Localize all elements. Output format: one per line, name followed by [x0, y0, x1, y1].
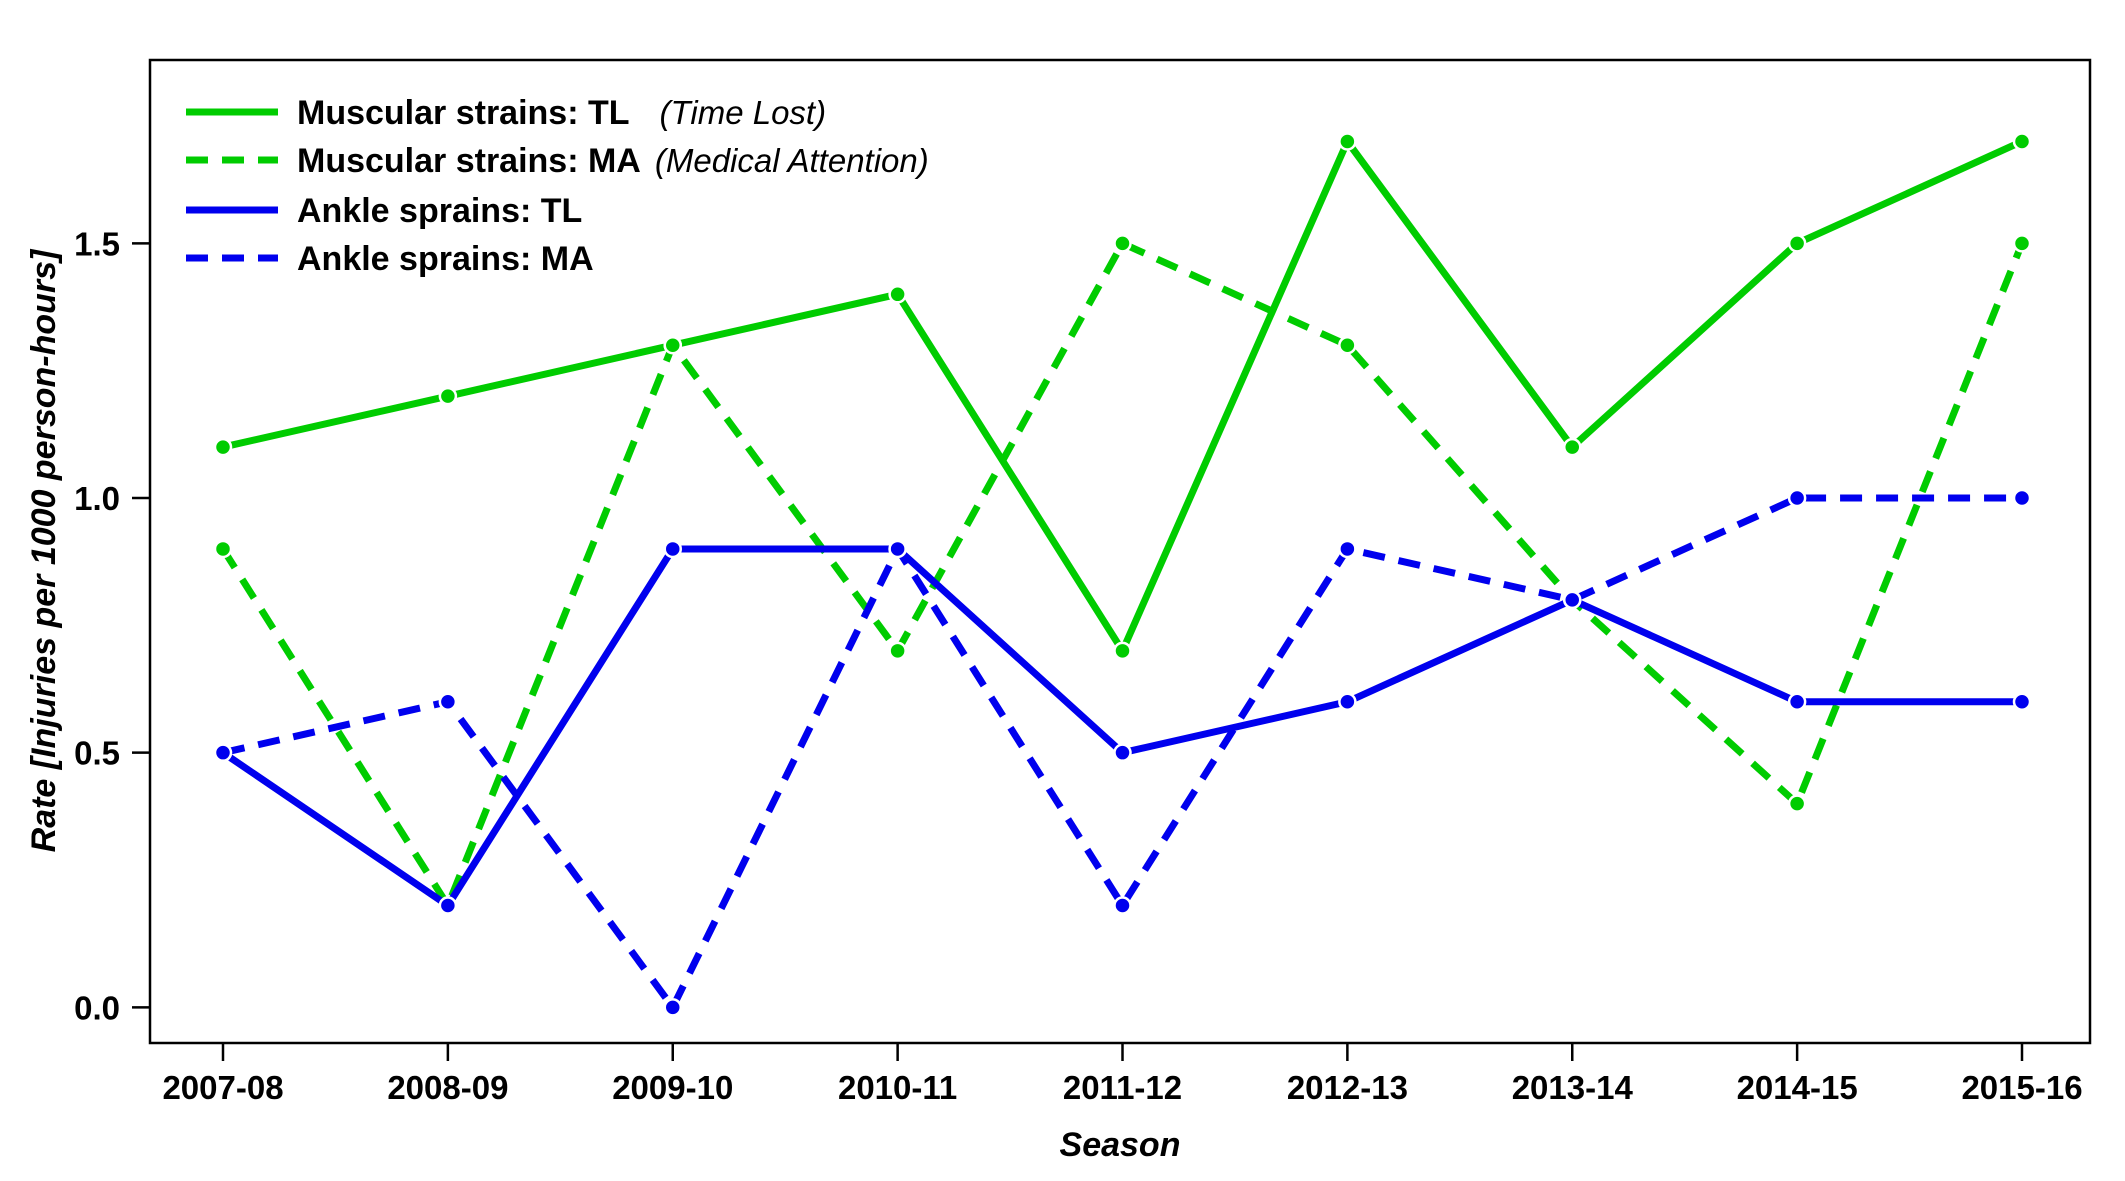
series-line [221, 545, 2022, 909]
data-point [213, 539, 233, 559]
x-tick-label: 2015-16 [1961, 1069, 2082, 1106]
x-tick-label: 2010-11 [838, 1069, 957, 1106]
y-tick-label: 0.5 [74, 735, 120, 772]
data-point [663, 335, 682, 355]
x-tick-label: 2007-08 [162, 1069, 283, 1106]
x-axis: 2007-08 2008-09 2009-10 2010-11 2011-12 2012-… [162, 1043, 2083, 1106]
x-tick-label: 2014-15 [1737, 1069, 1858, 1106]
data-point [1338, 132, 1357, 151]
x-tick-label: 2011-12 [1063, 1069, 1182, 1106]
data-point [1113, 641, 1132, 661]
x-axis-title: Season [1060, 1126, 1181, 1164]
data-point [1338, 692, 1357, 712]
y-tick-label: 1.5 [74, 225, 120, 262]
legend: Muscular strains: TL (Time Lost) Muscular … [186, 94, 929, 278]
data-point [1787, 692, 1807, 712]
legend-label: Muscular strains: MA [297, 142, 641, 180]
x-tick-label: 2008-09 [387, 1069, 508, 1106]
data-point [1338, 539, 1357, 559]
series-4 [213, 488, 2032, 1017]
data-point [1563, 437, 1582, 457]
data-point [1113, 234, 1132, 253]
data-point [1787, 794, 1807, 813]
data-point [888, 285, 907, 304]
legend-label: Ankle sprains: MA [297, 240, 594, 278]
data-point [888, 539, 907, 559]
data-point [2012, 488, 2032, 508]
data-point [213, 437, 233, 457]
series-3 [213, 539, 2032, 915]
data-point [888, 641, 907, 661]
legend-note: (Time Lost) [660, 94, 827, 131]
x-tick-label: 2009-10 [612, 1069, 733, 1106]
data-point [1787, 488, 1807, 508]
x-tick-label: 2012-13 [1287, 1069, 1408, 1106]
data-point [213, 743, 233, 762]
data-point [2012, 132, 2032, 151]
legend-note: (Medical Attention) [655, 142, 929, 179]
data-point [2012, 234, 2032, 253]
series-layer [213, 132, 2032, 1017]
legend-label: Muscular strains: TL [297, 94, 630, 132]
y-axis: 0.0 0.5 1.0 1.5 [74, 225, 150, 1026]
data-point [2012, 692, 2032, 712]
legend-label: Ankle sprains: TL [297, 192, 582, 230]
data-point [438, 692, 458, 712]
plot-frame [148, 58, 2092, 1045]
series-line [222, 494, 2022, 1011]
data-point [663, 998, 682, 1017]
data-point [663, 539, 682, 559]
data-point [1563, 590, 1582, 610]
data-point [1787, 234, 1807, 253]
y-tick-label: 0.0 [74, 989, 120, 1026]
data-point [438, 386, 458, 406]
y-tick-label: 1.0 [74, 480, 120, 517]
data-point [1338, 335, 1357, 355]
data-point [1113, 743, 1132, 762]
series-line [220, 239, 2026, 909]
y-axis-title: Rate [Injuries per 1000 person-hours] [25, 248, 63, 852]
x-tick-label: 2013-14 [1512, 1069, 1634, 1106]
data-point [1113, 896, 1132, 915]
series-2 [213, 234, 2032, 915]
data-point [438, 896, 458, 915]
